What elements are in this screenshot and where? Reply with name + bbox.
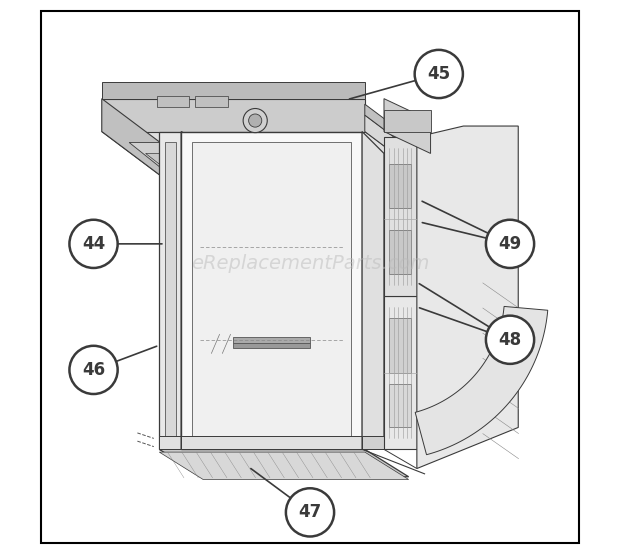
Polygon shape: [384, 296, 417, 449]
Text: eReplacementParts.com: eReplacementParts.com: [191, 254, 429, 272]
Polygon shape: [102, 82, 365, 99]
Text: 48: 48: [498, 331, 521, 349]
Polygon shape: [362, 449, 425, 474]
Polygon shape: [417, 126, 518, 469]
Polygon shape: [181, 132, 219, 449]
Polygon shape: [102, 99, 167, 181]
Polygon shape: [102, 99, 365, 132]
Polygon shape: [181, 132, 362, 449]
Polygon shape: [159, 452, 409, 480]
Circle shape: [249, 114, 262, 127]
Polygon shape: [389, 230, 412, 274]
Polygon shape: [384, 99, 430, 153]
Polygon shape: [159, 449, 219, 471]
Polygon shape: [384, 110, 430, 132]
Polygon shape: [195, 96, 228, 107]
Polygon shape: [365, 104, 430, 164]
Circle shape: [69, 346, 118, 394]
Polygon shape: [384, 137, 417, 296]
Circle shape: [69, 220, 118, 268]
Circle shape: [486, 316, 534, 364]
Text: 46: 46: [82, 361, 105, 379]
Polygon shape: [389, 318, 412, 373]
Polygon shape: [415, 306, 547, 455]
Polygon shape: [384, 449, 417, 469]
Text: 47: 47: [298, 504, 322, 521]
Polygon shape: [192, 142, 351, 438]
Polygon shape: [146, 153, 381, 192]
Text: 45: 45: [427, 65, 450, 83]
Polygon shape: [389, 384, 412, 427]
Polygon shape: [362, 436, 384, 449]
Polygon shape: [389, 164, 412, 208]
Circle shape: [243, 109, 267, 133]
Polygon shape: [102, 132, 430, 181]
Polygon shape: [362, 132, 384, 449]
Polygon shape: [165, 142, 175, 438]
Circle shape: [486, 220, 534, 268]
Circle shape: [286, 488, 334, 536]
Text: 49: 49: [498, 235, 521, 253]
Polygon shape: [159, 436, 365, 449]
Polygon shape: [365, 115, 430, 181]
Circle shape: [415, 50, 463, 98]
Text: 44: 44: [82, 235, 105, 253]
Polygon shape: [159, 132, 181, 449]
Polygon shape: [233, 337, 310, 342]
Polygon shape: [233, 342, 310, 348]
Polygon shape: [181, 436, 362, 449]
Polygon shape: [159, 449, 409, 477]
Polygon shape: [129, 142, 403, 186]
Polygon shape: [157, 96, 190, 107]
